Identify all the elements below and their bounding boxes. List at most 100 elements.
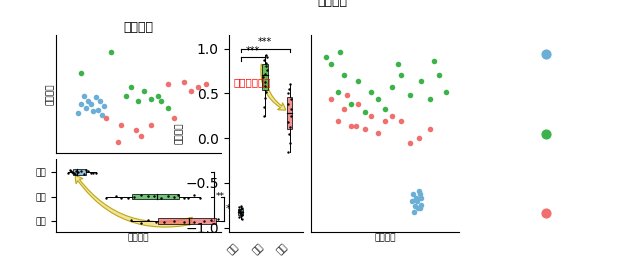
Point (143, 218, 153, 222)
Point (351, 124, 361, 128)
Point (146, 97, 156, 101)
Point (260, 84, 270, 88)
Point (136, 133, 146, 138)
Point (116, 196, 126, 200)
Point (156, 196, 166, 201)
Point (99, 104, 108, 108)
Point (360, 127, 370, 131)
Point (186, 88, 196, 93)
Point (417, 79, 427, 83)
Point (199, 219, 209, 223)
Point (396, 72, 405, 77)
Point (284, 131, 294, 136)
Point (69, 171, 79, 176)
X-axis label: 主成分１: 主成分１ (374, 234, 396, 242)
Point (163, 106, 173, 110)
Point (237, 213, 247, 217)
Point (65, 168, 75, 173)
Point (235, 210, 245, 215)
Point (260, 80, 270, 84)
Point (541, 211, 551, 215)
Text: **: ** (216, 192, 225, 201)
Bar (287, 97, 292, 129)
Point (86, 102, 95, 107)
Point (429, 59, 439, 63)
Point (88, 171, 98, 176)
Point (435, 72, 445, 77)
Point (283, 102, 293, 106)
Point (262, 64, 272, 69)
Title: 卵母細胞: 卵母細胞 (123, 21, 153, 34)
Point (259, 104, 268, 109)
Point (373, 96, 383, 101)
Point (415, 196, 425, 200)
Point (409, 192, 419, 197)
Point (415, 192, 425, 197)
Point (236, 207, 246, 211)
Point (260, 72, 270, 76)
Point (339, 72, 349, 77)
Point (101, 196, 111, 200)
Point (146, 123, 156, 127)
Point (396, 119, 405, 123)
Point (235, 208, 245, 213)
Point (286, 114, 296, 118)
Point (126, 218, 136, 222)
Bar (262, 64, 268, 90)
Point (156, 99, 166, 103)
Point (381, 119, 391, 123)
Point (284, 87, 294, 91)
Point (67, 170, 77, 174)
Bar (132, 194, 179, 199)
Point (97, 113, 107, 117)
Point (259, 75, 268, 79)
Point (79, 93, 89, 98)
Point (195, 195, 205, 200)
Point (71, 168, 81, 173)
Point (73, 111, 82, 115)
FancyArrowPatch shape (75, 176, 194, 227)
Point (131, 128, 141, 133)
Point (405, 141, 415, 145)
Point (76, 102, 86, 107)
Point (229, 221, 239, 225)
Point (151, 220, 161, 224)
Point (73, 170, 82, 174)
Point (353, 79, 363, 83)
Point (169, 195, 179, 199)
Point (76, 169, 86, 173)
Point (412, 199, 422, 204)
Point (163, 82, 173, 86)
Point (79, 172, 89, 176)
Point (333, 119, 343, 123)
Point (201, 82, 211, 86)
Bar (73, 169, 86, 175)
Point (223, 219, 232, 224)
Point (183, 196, 193, 201)
Point (189, 193, 199, 197)
Point (425, 96, 435, 101)
Text: *: * (226, 204, 231, 214)
Point (335, 50, 345, 54)
Point (411, 196, 421, 200)
Point (93, 107, 103, 112)
Point (206, 218, 216, 222)
Point (283, 149, 293, 154)
Point (387, 84, 397, 89)
Point (262, 68, 272, 72)
Point (111, 194, 121, 198)
Point (68, 171, 78, 176)
Point (91, 95, 101, 100)
Point (327, 96, 337, 101)
Point (373, 131, 383, 135)
Point (179, 195, 188, 200)
Point (88, 109, 98, 113)
Point (173, 193, 183, 198)
Point (347, 124, 356, 128)
Point (163, 194, 173, 198)
Point (366, 113, 376, 118)
Point (121, 93, 131, 98)
Point (259, 114, 269, 118)
Point (286, 97, 296, 101)
Point (261, 61, 271, 65)
